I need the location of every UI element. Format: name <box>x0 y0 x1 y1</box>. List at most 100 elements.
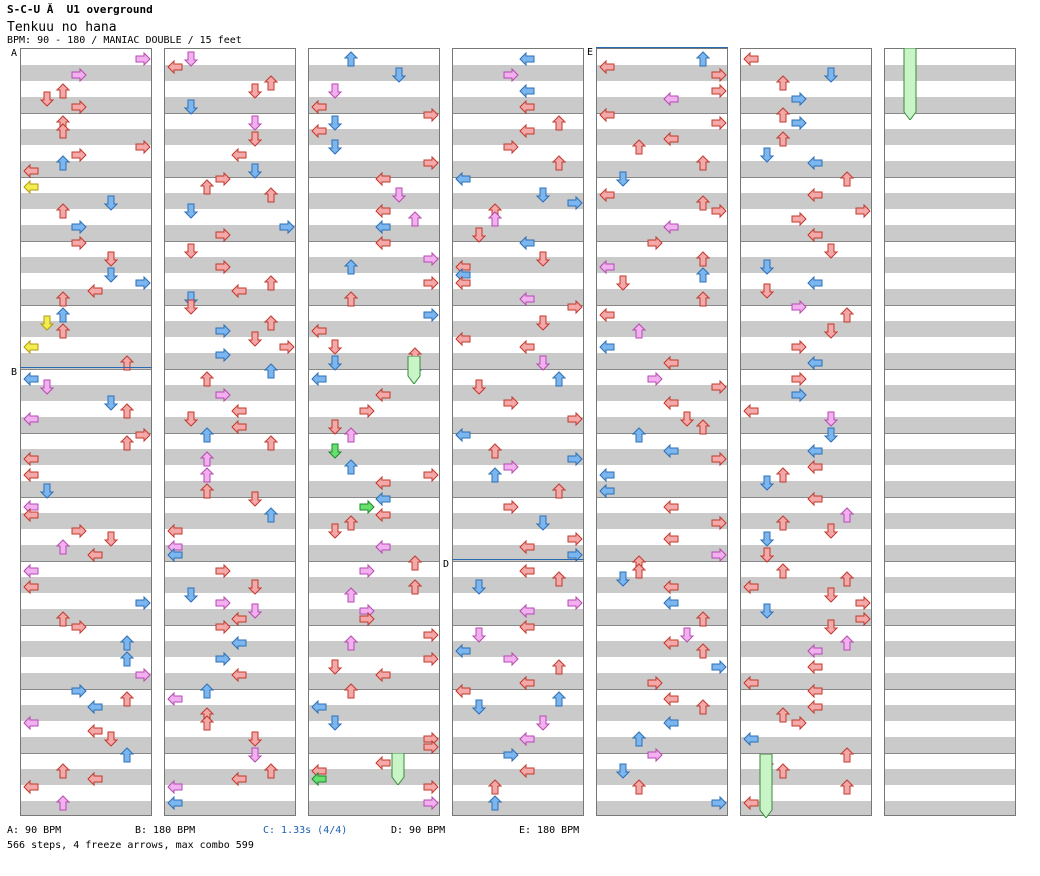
up-arrow-icon <box>695 699 711 715</box>
left-arrow-icon <box>375 667 391 683</box>
left-arrow-icon <box>455 643 471 659</box>
left-arrow-icon <box>519 763 535 779</box>
down-arrow-icon <box>471 227 487 243</box>
up-arrow-icon <box>775 75 791 91</box>
left-arrow-icon <box>807 491 823 507</box>
up-arrow-icon <box>119 403 135 419</box>
right-arrow-icon <box>567 299 583 315</box>
section-label-d: D <box>443 559 450 570</box>
down-arrow-icon <box>823 67 839 83</box>
down-arrow-icon <box>183 243 199 259</box>
left-arrow-icon <box>663 219 679 235</box>
chart-column-6 <box>740 48 872 816</box>
up-arrow-icon <box>839 307 855 323</box>
right-arrow-icon <box>791 299 807 315</box>
right-arrow-icon <box>71 219 87 235</box>
left-arrow-icon <box>663 355 679 371</box>
left-arrow-icon <box>23 163 39 179</box>
left-arrow-icon <box>87 547 103 563</box>
right-arrow-icon <box>503 139 519 155</box>
down-arrow-icon <box>823 323 839 339</box>
right-arrow-icon <box>215 651 231 667</box>
left-arrow-icon <box>375 507 391 523</box>
measure-line <box>741 369 871 370</box>
measure-line <box>741 753 871 754</box>
left-arrow-icon <box>167 795 183 811</box>
measure-line <box>741 561 871 562</box>
left-arrow-icon <box>807 275 823 291</box>
left-arrow-icon <box>23 179 39 195</box>
measure-line <box>165 113 295 114</box>
down-arrow-icon <box>183 587 199 603</box>
left-arrow-icon <box>519 603 535 619</box>
left-arrow-icon <box>23 371 39 387</box>
up-arrow-icon <box>119 355 135 371</box>
right-arrow-icon <box>71 99 87 115</box>
up-arrow-icon <box>407 211 423 227</box>
measure-line <box>597 177 727 178</box>
left-arrow-icon <box>167 59 183 75</box>
left-arrow-icon <box>87 771 103 787</box>
up-arrow-icon <box>55 123 71 139</box>
down-arrow-icon <box>103 251 119 267</box>
right-arrow-icon <box>567 195 583 211</box>
right-arrow-icon <box>135 595 151 611</box>
right-arrow-icon <box>71 67 87 83</box>
right-arrow-icon <box>503 67 519 83</box>
left-arrow-icon <box>231 667 247 683</box>
up-arrow-icon <box>199 467 215 483</box>
left-arrow-icon <box>311 371 327 387</box>
measure-line <box>309 689 439 690</box>
left-arrow-icon <box>663 91 679 107</box>
down-arrow-icon <box>615 763 631 779</box>
down-arrow-icon <box>615 171 631 187</box>
up-arrow-icon <box>199 715 215 731</box>
right-arrow-icon <box>215 227 231 243</box>
up-arrow-icon <box>487 779 503 795</box>
up-arrow-icon <box>551 115 567 131</box>
measure-line <box>597 241 727 242</box>
section-marker-line <box>20 367 152 368</box>
measure-line <box>309 497 439 498</box>
down-arrow-icon <box>103 731 119 747</box>
left-arrow-icon <box>599 259 615 275</box>
left-arrow-icon <box>455 683 471 699</box>
down-arrow-icon <box>759 259 775 275</box>
measure-line <box>165 177 295 178</box>
up-arrow-icon <box>695 419 711 435</box>
down-arrow-icon <box>247 331 263 347</box>
left-arrow-icon <box>23 411 39 427</box>
right-arrow-icon <box>711 451 727 467</box>
up-arrow-icon <box>695 251 711 267</box>
right-arrow-icon <box>503 747 519 763</box>
freeze-arrow-icon <box>406 355 422 388</box>
up-arrow-icon <box>775 107 791 123</box>
stats-summary: 566 steps, 4 freeze arrows, max combo 59… <box>7 840 254 851</box>
up-arrow-icon <box>199 371 215 387</box>
right-arrow-icon <box>567 451 583 467</box>
measure-line <box>309 561 439 562</box>
measure-line <box>741 433 871 434</box>
right-arrow-icon <box>855 203 871 219</box>
up-arrow-icon <box>775 515 791 531</box>
measure-line <box>885 305 1015 306</box>
right-arrow-icon <box>423 155 439 171</box>
measure-line <box>21 113 151 114</box>
bpm-d-label: D: 90 BPM <box>391 825 446 836</box>
right-arrow-icon <box>647 235 663 251</box>
measure-line <box>741 241 871 242</box>
up-arrow-icon <box>55 795 71 811</box>
up-arrow-icon <box>695 195 711 211</box>
left-arrow-icon <box>231 635 247 651</box>
left-arrow-icon <box>663 499 679 515</box>
right-arrow-icon <box>567 531 583 547</box>
down-arrow-icon <box>327 355 343 371</box>
down-arrow-icon <box>535 355 551 371</box>
down-arrow-icon <box>823 427 839 443</box>
measure-line <box>885 561 1015 562</box>
measure-line <box>21 753 151 754</box>
down-arrow-icon <box>759 283 775 299</box>
left-arrow-icon <box>519 235 535 251</box>
measure-line <box>597 433 727 434</box>
measure-line <box>21 305 151 306</box>
